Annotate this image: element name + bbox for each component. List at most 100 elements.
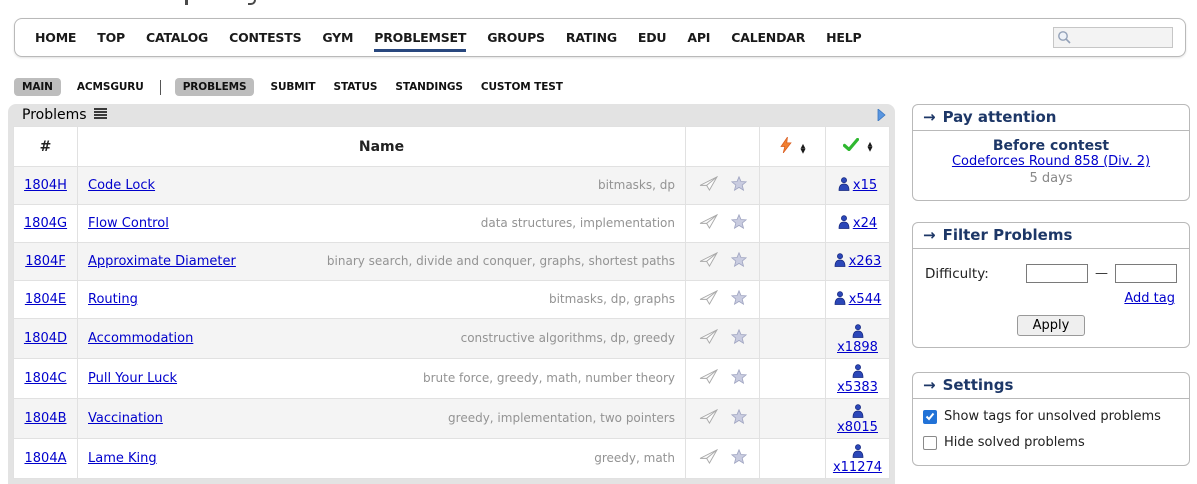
problem-name-link[interactable]: Pull Your Luck	[88, 371, 178, 386]
share-plane-icon[interactable]	[699, 213, 718, 233]
nav-home[interactable]: HOME	[35, 30, 77, 45]
table-row: 1804E Routing bitmasks, dp, graphs x544	[13, 280, 890, 319]
share-plane-icon[interactable]	[699, 175, 718, 195]
difficulty-min-input[interactable]	[1026, 264, 1088, 283]
contest-countdown: 5 days	[1029, 171, 1073, 186]
sort-icon[interactable]: ▲ ▼	[867, 140, 873, 153]
solved-count-link[interactable]: x24	[838, 214, 877, 233]
favorite-star-icon[interactable]	[730, 289, 747, 309]
nav-problemset[interactable]: PROBLEMSET	[374, 24, 466, 52]
sort-icon[interactable]: ▲ ▼	[800, 141, 806, 155]
search-input[interactable]	[1053, 27, 1173, 48]
nav-top[interactable]: TOP	[97, 30, 125, 45]
favorite-star-icon[interactable]	[730, 328, 747, 348]
subnav-submit[interactable]: SUBMIT	[270, 81, 316, 93]
favorite-star-icon[interactable]	[730, 368, 747, 388]
problem-tags: binary search, divide and conquer, graph…	[326, 254, 675, 268]
problems-caption-bar: Problems	[13, 104, 890, 126]
nav-calendar[interactable]: CALENDAR	[731, 30, 806, 45]
col-header-difficulty[interactable]: ▲ ▼	[759, 126, 826, 167]
search-box	[1053, 27, 1173, 48]
solved-count-link[interactable]: x263	[834, 252, 881, 271]
solved-count-link[interactable]: x11274	[833, 443, 882, 474]
subnav-status[interactable]: STATUS	[333, 81, 378, 93]
col-header-id: #	[13, 126, 78, 167]
nav-api[interactable]: API	[687, 30, 711, 45]
problem-id-link[interactable]: 1804D	[23, 331, 68, 346]
favorite-star-icon[interactable]	[730, 175, 747, 195]
problem-name-link[interactable]: Vaccination	[88, 411, 163, 426]
subnav-acmsguru[interactable]: ACMSGURU	[76, 81, 144, 93]
filter-caption: → Filter Problems	[913, 223, 1189, 249]
problem-name-link[interactable]: Code Lock	[88, 178, 156, 193]
table-header-row: # Name ▲ ▼ ▲ ▼	[13, 126, 890, 167]
favorite-star-icon[interactable]	[730, 213, 747, 233]
solved-count-link[interactable]: x15	[838, 176, 877, 195]
person-icon	[852, 443, 864, 461]
difficulty-cell	[759, 166, 826, 205]
problem-id-link[interactable]: 1804A	[24, 451, 67, 466]
problem-name-link[interactable]: Lame King	[88, 451, 157, 466]
share-plane-icon[interactable]	[699, 368, 718, 388]
favorite-star-icon[interactable]	[730, 448, 747, 468]
nav-help[interactable]: HELP	[826, 30, 862, 45]
person-icon	[838, 214, 850, 233]
problem-id-link[interactable]: 1804G	[23, 216, 68, 231]
problem-id-link[interactable]: 1804F	[25, 254, 66, 269]
share-plane-icon[interactable]	[699, 408, 718, 428]
nav-edu[interactable]: EDU	[637, 30, 667, 45]
before-contest-label: Before contest	[992, 138, 1110, 154]
solved-count-link[interactable]: x8015	[837, 403, 878, 434]
problem-tags: brute force, greedy, math, number theory	[422, 371, 675, 385]
difficulty-max-input[interactable]	[1115, 264, 1177, 283]
nav-groups[interactable]: GROUPS	[487, 30, 545, 45]
problem-id-link[interactable]: 1804B	[24, 411, 67, 426]
nav-contests[interactable]: CONTESTS	[229, 30, 302, 45]
nav-gym[interactable]: GYM	[322, 30, 354, 45]
share-plane-icon[interactable]	[699, 328, 718, 348]
problem-id-link[interactable]: 1804E	[24, 292, 67, 307]
problem-id-link[interactable]: 1804H	[24, 178, 67, 193]
top-menu-bar: HOME TOP CATALOG CONTESTS GYM PROBLEMSET…	[14, 18, 1186, 57]
subnav-custom-test[interactable]: CUSTOM TEST	[480, 81, 563, 93]
col-header-solved[interactable]: ▲ ▼	[825, 126, 890, 167]
table-row: 1804A Lame King greedy, math x11274	[13, 438, 890, 479]
person-icon	[834, 252, 846, 271]
add-tag-link[interactable]: Add tag	[1124, 291, 1175, 306]
problems-datatable: Problems # Name	[8, 104, 895, 484]
settings-box: → Settings Show tags for unsolved proble…	[912, 372, 1190, 466]
hide-solved-checkbox[interactable]	[923, 435, 937, 450]
nav-catalog[interactable]: CATALOG	[145, 30, 209, 45]
subnav-standings[interactable]: STANDINGS	[395, 81, 463, 93]
show-tags-label: Show tags for unsolved problems	[944, 409, 1161, 424]
problem-name-link[interactable]: Routing	[88, 292, 138, 307]
share-plane-icon[interactable]	[699, 251, 718, 271]
nav-rating[interactable]: RATING	[565, 30, 617, 45]
favorite-star-icon[interactable]	[730, 251, 747, 271]
table-row: 1804C Pull Your Luck brute force, greedy…	[13, 358, 890, 399]
solved-count-link[interactable]: x544	[834, 290, 881, 309]
caption-arrow-icon: →	[923, 376, 936, 394]
list-icon[interactable]	[93, 107, 107, 123]
problems-table: # Name ▲ ▼ ▲ ▼ 18	[13, 126, 890, 479]
subnav-main[interactable]: MAIN	[14, 78, 61, 96]
problem-name-link[interactable]: Accommodation	[88, 331, 194, 346]
hide-solved-label: Hide solved problems	[944, 435, 1085, 450]
share-plane-icon[interactable]	[699, 289, 718, 309]
caption-arrow-icon: →	[923, 108, 936, 126]
sub-menu-bar: MAIN ACMSGURU PROBLEMS SUBMIT STATUS STA…	[14, 78, 565, 96]
show-tags-checkbox[interactable]	[923, 409, 937, 424]
apply-button[interactable]: Apply	[1016, 315, 1086, 336]
problem-tags: bitmasks, dp	[597, 178, 675, 192]
favorite-star-icon[interactable]	[730, 408, 747, 428]
problem-id-link[interactable]: 1804C	[24, 371, 67, 386]
person-icon	[852, 323, 864, 341]
problem-name-link[interactable]: Approximate Diameter	[88, 254, 236, 269]
subnav-problems[interactable]: PROBLEMS	[174, 78, 255, 96]
solved-count-link[interactable]: x1898	[837, 323, 878, 354]
problem-name-link[interactable]: Flow Control	[88, 216, 169, 231]
contest-link[interactable]: Codeforces Round 858 (Div. 2)	[951, 154, 1151, 169]
expand-arrow-icon[interactable]	[877, 109, 886, 121]
share-plane-icon[interactable]	[699, 448, 718, 468]
solved-count-link[interactable]: x5383	[837, 363, 878, 394]
